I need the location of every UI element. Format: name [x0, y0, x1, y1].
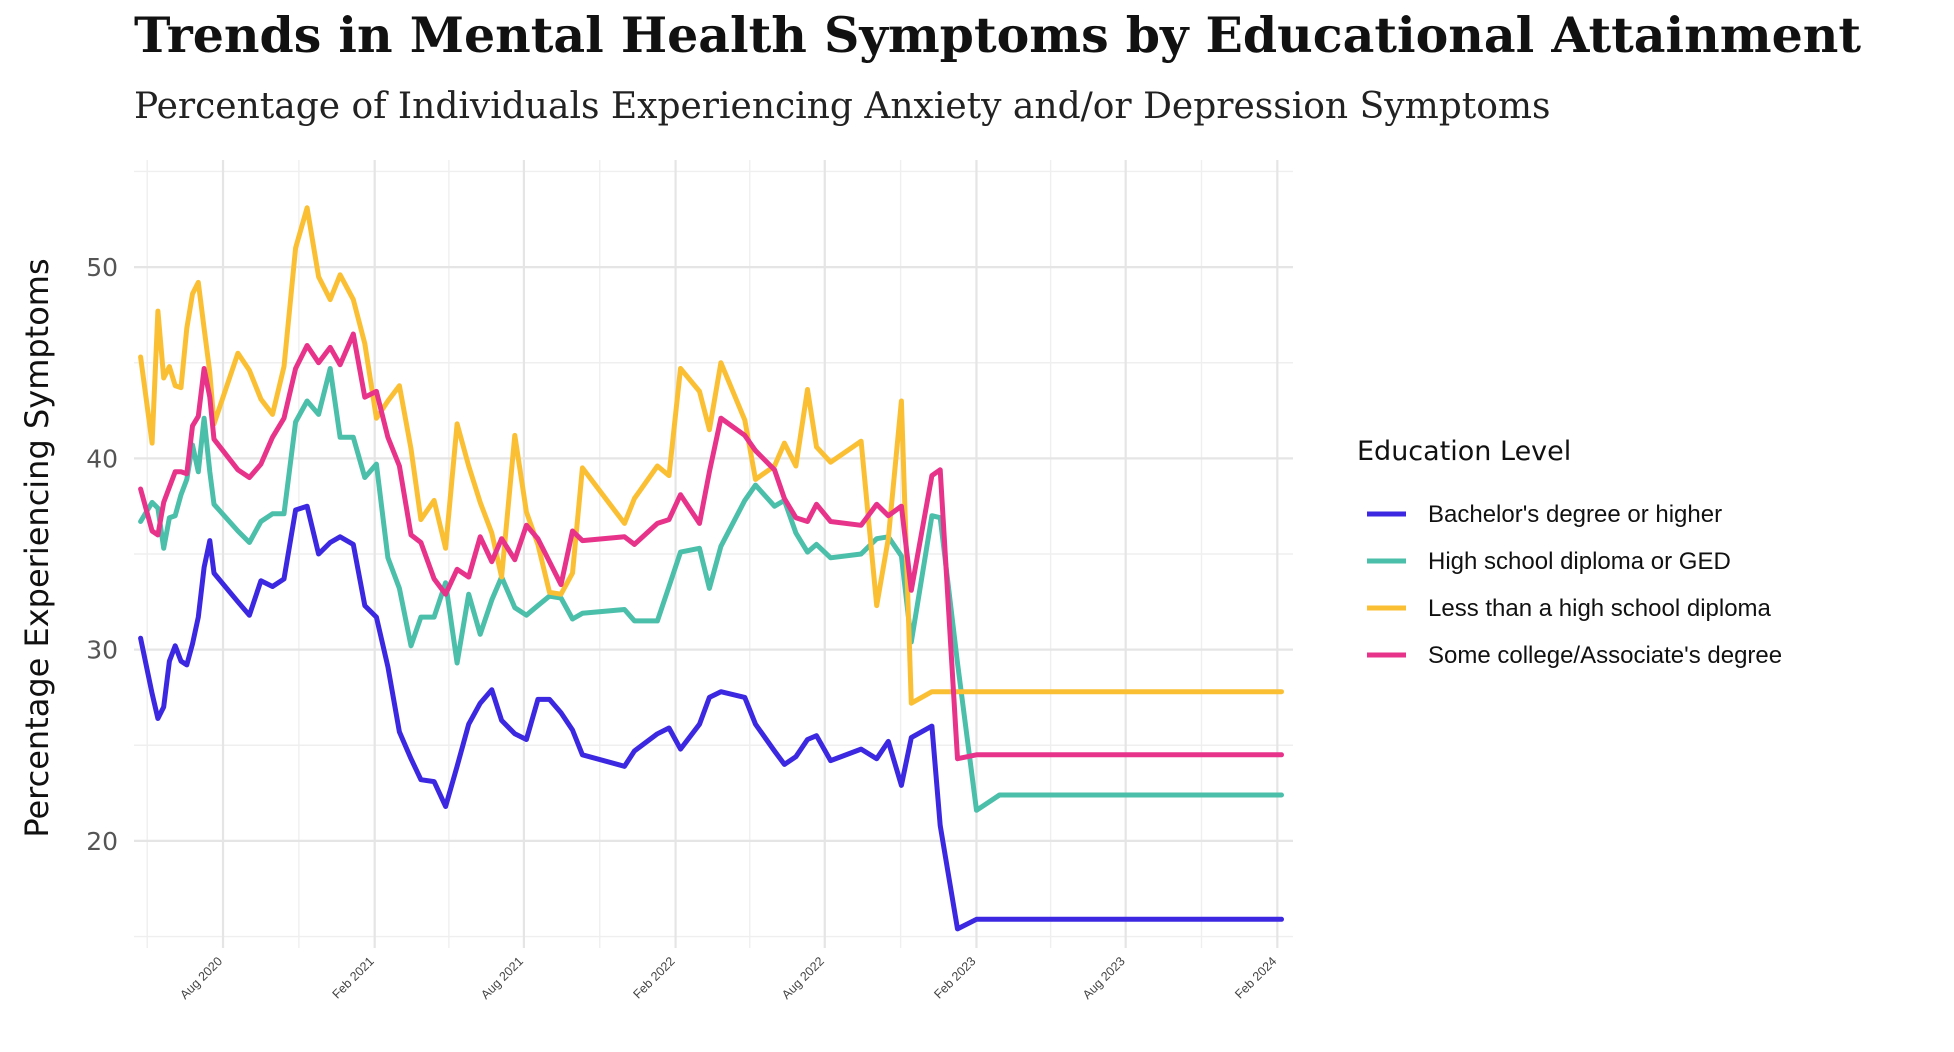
series-line — [138, 366, 1284, 813]
x-tick-label: Aug 2021 — [478, 954, 526, 1002]
legend-label: High school diploma or GED — [1428, 548, 1731, 575]
legend: Education Level Bachelor's degree or hig… — [1357, 436, 1782, 669]
x-tick-label: Aug 2020 — [177, 954, 225, 1002]
y-axis-label: Percentage Experiencing Symptoms — [18, 258, 56, 837]
legend-title: Education Level — [1357, 436, 1571, 467]
chart-title: Trends in Mental Health Symptoms by Educ… — [134, 6, 1862, 64]
legend-label: Some college/Associate's degree — [1428, 642, 1782, 669]
x-tick-label: Aug 2022 — [779, 954, 827, 1002]
minor-gridlines — [134, 160, 1293, 948]
x-tick-label: Feb 2021 — [330, 954, 377, 1001]
y-tick-label: 20 — [86, 827, 118, 856]
x-axis-ticks: Aug 2020 Feb 2021 Aug 2021 Feb 2022 Aug 2022… — [177, 954, 1279, 1002]
series-line — [138, 205, 1284, 706]
x-tick-label: Feb 2022 — [630, 954, 677, 1001]
x-tick-label: Feb 2024 — [1232, 954, 1279, 1001]
y-tick-label: 50 — [86, 253, 118, 282]
chart-subtitle: Percentage of Individuals Experiencing A… — [134, 86, 1551, 127]
y-axis-ticks: 20 30 40 50 — [86, 253, 118, 856]
series-lines — [138, 205, 1284, 932]
y-tick-label: 40 — [86, 444, 118, 473]
series-line — [138, 503, 1284, 932]
y-tick-label: 30 — [86, 636, 118, 665]
legend-items: Bachelor's degree or higher High school d… — [1367, 501, 1782, 669]
legend-label: Less than a high school diploma — [1428, 595, 1772, 622]
series-line — [138, 331, 1284, 762]
x-tick-label: Feb 2023 — [931, 954, 978, 1001]
legend-label: Bachelor's degree or higher — [1428, 501, 1722, 528]
x-tick-label: Aug 2023 — [1080, 954, 1128, 1002]
